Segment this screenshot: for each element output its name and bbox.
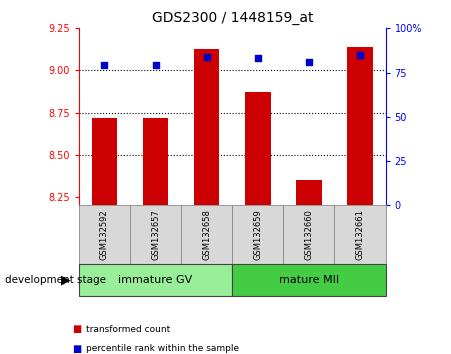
Bar xyxy=(232,205,283,264)
Bar xyxy=(130,205,181,264)
Point xyxy=(356,52,364,58)
Text: development stage: development stage xyxy=(5,275,106,285)
Text: ■: ■ xyxy=(72,344,82,354)
Text: GSM132660: GSM132660 xyxy=(304,209,313,260)
Text: GSM132657: GSM132657 xyxy=(151,209,160,260)
Bar xyxy=(143,118,168,205)
Text: ■: ■ xyxy=(72,324,82,334)
Point xyxy=(254,56,262,61)
Bar xyxy=(79,264,232,296)
Bar xyxy=(181,205,232,264)
Text: immature GV: immature GV xyxy=(119,275,193,285)
Text: mature MII: mature MII xyxy=(279,275,339,285)
Text: transformed count: transformed count xyxy=(86,325,170,334)
Text: GSM132659: GSM132659 xyxy=(253,209,262,260)
Text: GSM132661: GSM132661 xyxy=(355,209,364,260)
Bar xyxy=(194,48,220,205)
Bar xyxy=(347,47,373,205)
Bar xyxy=(79,205,130,264)
Text: percentile rank within the sample: percentile rank within the sample xyxy=(86,344,239,353)
Bar xyxy=(283,205,335,264)
Point xyxy=(152,63,159,68)
Point xyxy=(101,63,108,68)
Bar xyxy=(232,264,386,296)
Title: GDS2300 / 1448159_at: GDS2300 / 1448159_at xyxy=(152,11,313,24)
Text: GSM132592: GSM132592 xyxy=(100,209,109,260)
Point xyxy=(305,59,313,65)
Bar xyxy=(296,180,322,205)
Bar xyxy=(335,205,386,264)
Text: ▶: ▶ xyxy=(61,273,70,286)
Bar xyxy=(92,118,117,205)
Text: GSM132658: GSM132658 xyxy=(202,209,211,260)
Point xyxy=(203,54,210,59)
Bar xyxy=(245,92,271,205)
